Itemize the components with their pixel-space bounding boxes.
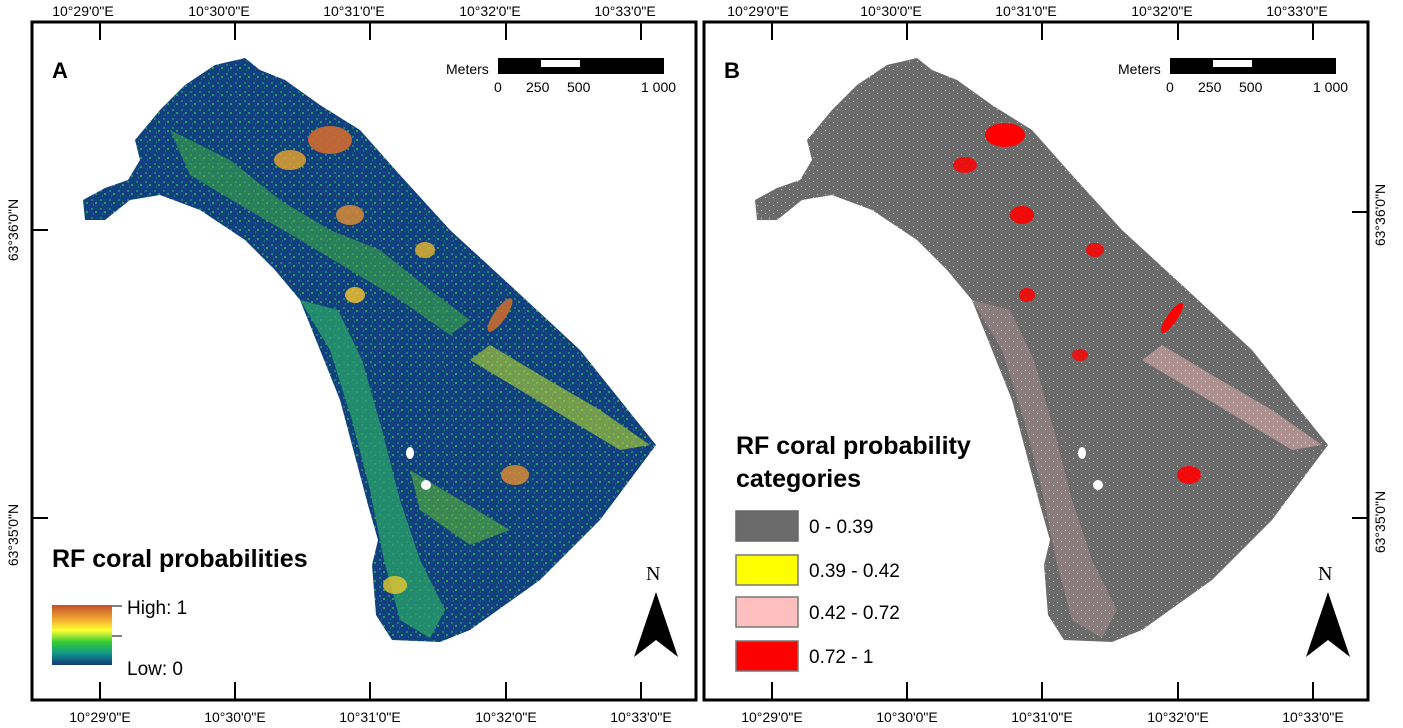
panel-a-shallow-band xyxy=(300,300,445,638)
panel-a-north-arrow: N xyxy=(634,563,678,657)
ramp-low-label: Low: 0 xyxy=(127,659,183,680)
scale-tick-0: 0 xyxy=(494,79,502,95)
panel-b-hotspot xyxy=(1010,206,1034,224)
lon-label: 10°33'0"E xyxy=(1282,709,1344,725)
north-label: N xyxy=(1318,563,1332,585)
scale-tick-1000: 1 000 xyxy=(1313,79,1348,95)
panel-a-study-area xyxy=(83,58,656,642)
panel-b-right-axis: 63°36'0"N 63°35'0"N xyxy=(1352,184,1388,553)
lon-label: 10°32'0"E xyxy=(459,3,521,19)
panel-b-hotspot xyxy=(1177,466,1201,484)
category-label-high: 0.72 - 1 xyxy=(809,647,873,668)
lon-label: 10°29'0"E xyxy=(741,709,803,725)
lat-label: 63°36'0"N xyxy=(5,199,21,261)
panel-b-hole xyxy=(1093,480,1103,490)
lon-label: 10°30'0"E xyxy=(188,3,250,19)
panel-b-scale-bar: Meters 0 250 500 1 000 xyxy=(1118,58,1348,95)
panel-b-study-area xyxy=(755,58,1328,642)
category-swatch-high xyxy=(735,640,799,672)
panel-b-hotspot xyxy=(1160,302,1184,334)
scale-tick-500: 500 xyxy=(1239,79,1263,95)
panel-b: B Meters 0 250 500 1 000 RF coral probab… xyxy=(702,3,1388,725)
lon-label: 10°29'0"E xyxy=(727,3,789,19)
panel-a-shallow-band xyxy=(470,345,650,450)
panel-b-north-arrow: N xyxy=(1306,563,1350,657)
panel-b-hotspot xyxy=(1019,288,1035,302)
category-label-lowmid: 0.39 - 0.42 xyxy=(809,561,900,582)
scale-tick-1000: 1 000 xyxy=(641,79,676,95)
ramp-high-label: High: 1 xyxy=(127,598,187,619)
lon-label: 10°32'0"E xyxy=(475,709,537,725)
panel-a-hotspot xyxy=(383,576,407,594)
scale-tick-250: 250 xyxy=(1198,79,1222,95)
panel-b-hole xyxy=(1078,447,1086,459)
lat-label: 63°36'0"N xyxy=(1372,184,1388,246)
panel-b-legend: RF coral probability categories 0 - 0.39… xyxy=(735,432,971,672)
panel-b-hotspot xyxy=(1072,349,1088,361)
probability-color-ramp xyxy=(52,605,112,665)
lon-label: 10°30'0"E xyxy=(876,709,938,725)
panel-a-hotspot xyxy=(487,298,513,332)
lon-label: 10°31'0"E xyxy=(1011,709,1073,725)
panel-a-scale-bar: Meters 0 250 500 1 000 xyxy=(446,58,676,95)
panel-b-hotspot xyxy=(985,123,1025,147)
lon-label: 10°31'0"E xyxy=(995,3,1057,19)
lon-label: 10°30'0"E xyxy=(860,3,922,19)
panel-a-bottom-axis: 10°29'0"E 10°30'0"E 10°31'0"E 10°32'0"E … xyxy=(69,682,672,725)
panel-b-hotspot xyxy=(953,157,977,173)
panel-a-left-axis: 63°36'0"N 63°35'0"N xyxy=(5,199,48,566)
lon-label: 10°32'0"E xyxy=(1147,709,1209,725)
panel-a-hotspot xyxy=(501,465,529,485)
panel-b-legend-title-line1: RF coral probability xyxy=(736,432,971,460)
panel-a-shallow-band xyxy=(170,130,470,335)
category-label-low: 0 - 0.39 xyxy=(809,517,873,538)
lon-label: 10°31'0"E xyxy=(323,3,385,19)
panel-a-hotspot xyxy=(308,126,352,154)
lon-label: 10°33'0"E xyxy=(610,709,672,725)
panel-a-hole xyxy=(406,447,414,459)
panel-b-mid-band xyxy=(972,300,1117,638)
scale-tick-250: 250 xyxy=(526,79,550,95)
lon-label: 10°32'0"E xyxy=(1131,3,1193,19)
panel-a-top-axis: 10°29'0"E 10°30'0"E 10°31'0"E 10°32'0"E … xyxy=(52,3,656,40)
lon-label: 10°29'0"E xyxy=(52,3,114,19)
panel-a-hotspot xyxy=(415,242,435,258)
panel-b-legend-title-line2: categories xyxy=(736,465,861,493)
panel-a-shallow-band xyxy=(410,470,510,545)
scale-unit-label: Meters xyxy=(446,61,489,77)
panel-a-legend: RF coral probabilities High: 1 Low: 0 xyxy=(52,545,308,680)
panel-a-letter: A xyxy=(52,58,68,83)
panel-a-hotspot xyxy=(345,287,365,303)
lon-label: 10°33'0"E xyxy=(594,3,656,19)
lon-label: 10°33'0"E xyxy=(1266,3,1328,19)
lat-label: 63°35'0"N xyxy=(5,504,21,566)
scale-unit-label: Meters xyxy=(1118,61,1161,77)
category-swatch-low xyxy=(735,510,799,542)
lon-label: 10°31'0"E xyxy=(339,709,401,725)
panel-a-hotspot xyxy=(274,150,306,170)
panel-b-top-axis: 10°29'0"E 10°30'0"E 10°31'0"E 10°32'0"E … xyxy=(727,3,1328,40)
panel-b-letter: B xyxy=(724,58,740,83)
north-label: N xyxy=(646,563,660,585)
panel-b-bottom-axis: 10°29'0"E 10°30'0"E 10°31'0"E 10°32'0"E … xyxy=(741,682,1344,725)
scale-tick-0: 0 xyxy=(1166,79,1174,95)
lon-label: 10°30'0"E xyxy=(204,709,266,725)
panel-b-hotspot xyxy=(1086,243,1104,257)
category-swatch-lowmid xyxy=(735,554,799,586)
panel-a-legend-title: RF coral probabilities xyxy=(52,545,308,573)
scale-tick-500: 500 xyxy=(567,79,591,95)
lon-label: 10°29'0"E xyxy=(69,709,131,725)
lat-label: 63°35'0"N xyxy=(1372,491,1388,553)
panel-a: A Meters 0 250 500 1 000 RF coral probab… xyxy=(5,3,698,725)
panel-b-mid-band xyxy=(1142,345,1322,450)
category-label-mid: 0.42 - 0.72 xyxy=(809,603,900,624)
panel-a-hole xyxy=(421,480,431,490)
panel-a-hotspot xyxy=(336,205,364,225)
category-swatch-mid xyxy=(735,596,799,628)
